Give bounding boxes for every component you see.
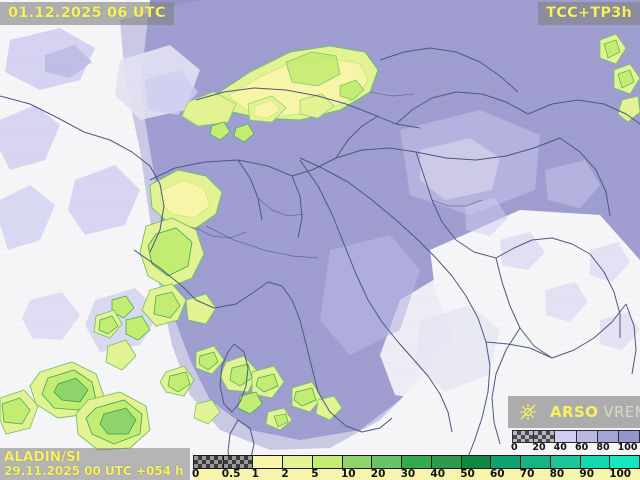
colorbar-cell	[431, 456, 462, 468]
colorbar-cell	[194, 456, 224, 468]
precipitation-tick: 80	[549, 468, 565, 480]
logo-brand: ARSO	[550, 403, 599, 421]
colorbar-cell	[597, 431, 619, 442]
cloud-cover-tick: 80	[596, 442, 610, 453]
precipitation-colorbar-ticks: 0 0.5 1 2 5 10 20 30 40 50 60 70 80 90 100	[192, 468, 640, 480]
precipitation-tick: 90	[579, 468, 595, 480]
precipitation-tick: 70	[519, 468, 535, 480]
colorbar-cell	[312, 456, 343, 468]
arso-vreme-logo[interactable]: ARSOVREME	[508, 396, 640, 428]
colorbar-cell	[521, 456, 551, 468]
cloud-cover-tick: 60	[575, 442, 589, 453]
colorbar-cell	[283, 456, 313, 468]
precipitation-tick: 5	[311, 468, 319, 480]
cloud-cover-colorbar[interactable]: 0 20 40 60 80 100	[511, 430, 640, 453]
colorbar-cell	[223, 456, 254, 468]
cloud-cover-tick: 20	[532, 442, 546, 453]
colorbar-cell	[253, 456, 284, 468]
colorbar-cell	[513, 431, 535, 442]
precipitation-tick: 2	[281, 468, 289, 480]
forecast-datetime-label: 01.12.2025 06 UTC	[0, 2, 174, 25]
colorbar-cell	[576, 431, 598, 442]
colorbar-cell	[402, 456, 432, 468]
model-name-label: ALADIN/SI	[4, 449, 81, 465]
colorbar-cell	[491, 456, 522, 468]
model-run-label: 29.11.2025 00 UTC +054 h	[4, 464, 184, 478]
precipitation-tick: 1	[251, 468, 259, 480]
logo-suffix: VREME	[603, 403, 640, 421]
precipitation-tick: 50	[460, 468, 475, 480]
colorbar-cell	[550, 456, 581, 468]
sun-icon	[520, 404, 536, 420]
precipitation-tick: 10	[340, 468, 356, 480]
logo-text: ARSOVREME	[550, 403, 640, 421]
cloud-cover-colorbar-ticks: 0 20 40 60 80 100	[511, 442, 640, 454]
precipitation-tick: 40	[430, 468, 446, 480]
product-label: TCC+TP3h	[538, 2, 640, 25]
colorbar-cell	[555, 431, 577, 442]
cloud-cover-tick: 100	[617, 442, 638, 453]
borders-layer	[0, 47, 640, 475]
colorbar-cell	[618, 431, 640, 442]
model-label-backdrop	[0, 448, 190, 480]
cloud-cover-colorbar-cells	[512, 430, 640, 443]
colorbar-cell	[461, 456, 492, 468]
colorbar-cell	[580, 456, 611, 468]
colorbar-cell	[342, 456, 373, 468]
colorbar-cell	[372, 456, 403, 468]
cloud-cover-tick: 0	[511, 442, 518, 453]
precipitation-colorbar-cells	[193, 455, 640, 469]
precipitation-tick: 0	[192, 468, 200, 480]
precipitation-layer	[0, 33, 640, 451]
precipitation-colorbar[interactable]: 0 0.5 1 2 5 10 20 30 40 50 60 70 80 90 100	[192, 455, 640, 480]
colorbar-cell	[534, 431, 556, 442]
cloud-cover-tick: 40	[553, 442, 567, 453]
precipitation-tick: 20	[370, 468, 386, 480]
precipitation-tick: 60	[489, 468, 505, 480]
precipitation-tick: 0.5	[221, 468, 241, 480]
precipitation-tick: 100	[609, 468, 632, 480]
precipitation-tick: 30	[400, 468, 416, 480]
colorbar-cell	[610, 456, 640, 468]
